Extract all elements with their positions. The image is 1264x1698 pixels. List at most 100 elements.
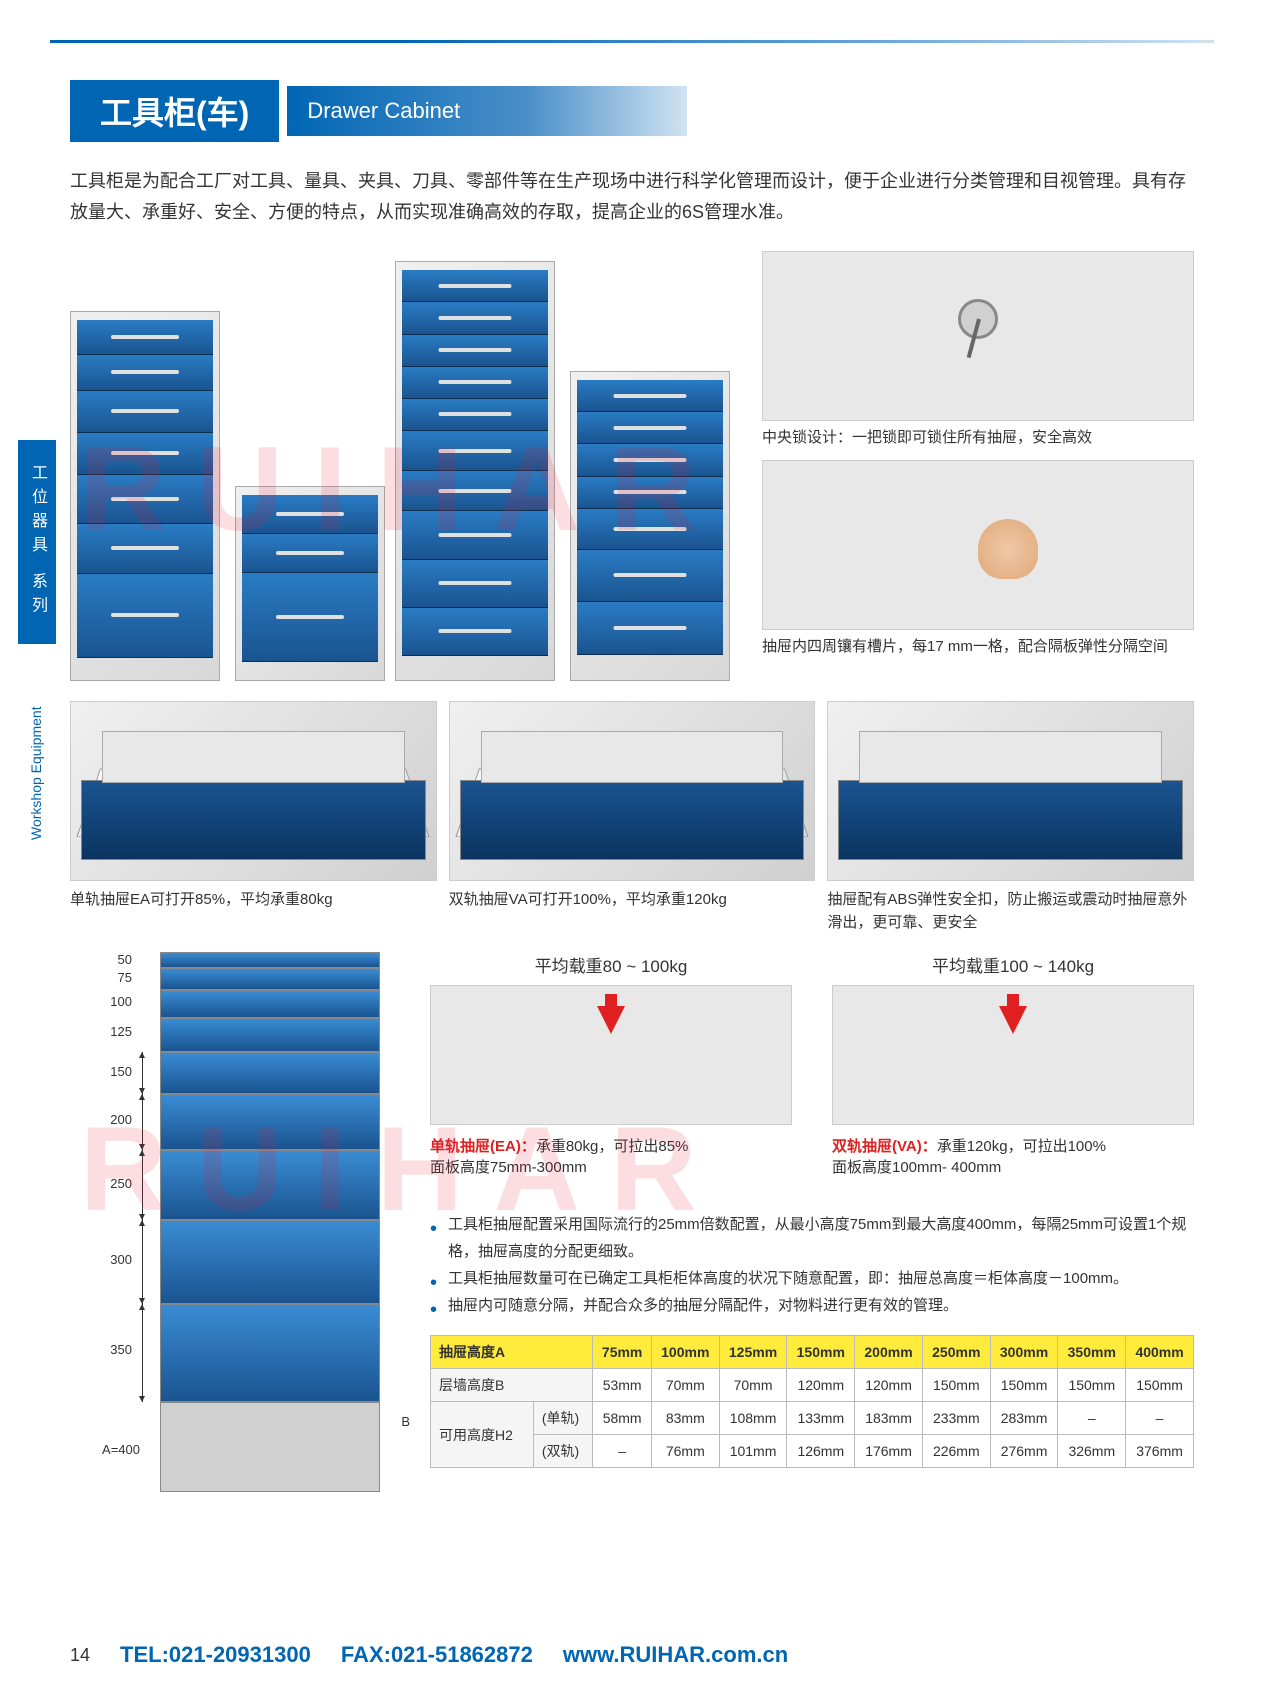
cell: 70mm (651, 1369, 719, 1402)
cell: 76mm (651, 1435, 719, 1468)
height-diagram: 50 75 100 125 150 200 250 300 350 A=400 … (70, 952, 410, 1512)
dim-150: 150 (82, 1064, 132, 1079)
tray-ea-image (430, 985, 792, 1125)
cell: 120mm (787, 1369, 855, 1402)
feature-bullets: 工具柜抽屉配置采用国际流行的25mm倍数配置，从最小高度75mm到最大高度400… (430, 1211, 1194, 1319)
footer-tel: TEL:021-20931300 (120, 1642, 311, 1668)
row-label: 可用高度H2 (431, 1402, 534, 1468)
bullet-item: 工具柜抽屉配置采用国际流行的25mm倍数配置，从最小高度75mm到最大高度400… (430, 1211, 1194, 1265)
single-rail-item: 单轨抽屉EA可打开85%，平均承重80kg (70, 701, 437, 934)
tray-va-label: 双轨抽屉(VA)： (832, 1138, 937, 1155)
tray-va-image (832, 985, 1194, 1125)
cell: 233mm (922, 1402, 990, 1435)
drawer-types-row: 单轨抽屉EA可打开85%，平均承重80kg 双轨抽屉VA可打开100%，平均承重… (70, 701, 1194, 934)
dim-125: 125 (82, 1024, 132, 1039)
cell: 58mm (593, 1402, 652, 1435)
down-arrow-icon (999, 1006, 1027, 1034)
dim-arrow (142, 1052, 143, 1094)
row-sublabel: (单轨) (533, 1402, 593, 1435)
lock-caption: 中央锁设计：一把锁即可锁住所有抽屉，安全高效 (762, 427, 1194, 450)
tray-va-spec: 双轨抽屉(VA)：承重120kg，可拉出100% 面板高度100mm- 400m… (832, 1135, 1194, 1177)
single-rail-image (70, 701, 437, 881)
cabinet-tall-1 (70, 311, 220, 681)
tray-ea-spec: 单轨抽屉(EA)：承重80kg，可拉出85% 面板高度75mm-300mm (430, 1135, 792, 1177)
single-rail-caption: 单轨抽屉EA可打开85%，平均承重80kg (70, 889, 437, 912)
cell: 200mm (855, 1336, 923, 1369)
side-category-tab: 工位器具 系列 Workshop Equipment (18, 440, 52, 644)
bullet-item: 抽屉内可随意分隔，并配合众多的抽屉分隔配件，对物料进行更有效的管理。 (430, 1292, 1194, 1319)
cell: 53mm (593, 1369, 652, 1402)
partition-feature: 抽屉内四周镶有槽片，每17 mm一格，配合隔板弹性分隔空间 (762, 460, 1194, 659)
tray-va-title: 平均载重100 ~ 140kg (832, 952, 1194, 977)
dim-arrow (142, 1150, 143, 1220)
header-title-cn: 工具柜(车) (70, 80, 279, 142)
cell: 300mm (990, 1336, 1058, 1369)
side-label-en: Workshop Equipment (28, 706, 44, 840)
dim-250: 250 (82, 1176, 132, 1191)
cell: 376mm (1126, 1435, 1194, 1468)
down-arrow-icon (597, 1006, 625, 1034)
tray-comparison: 平均载重80 ~ 100kg 单轨抽屉(EA)：承重80kg，可拉出85% 面板… (430, 952, 1194, 1177)
table-row: 层墙高度B 53mm 70mm 70mm 120mm 120mm 150mm 1… (431, 1369, 1194, 1402)
double-rail-image (449, 701, 816, 881)
product-showcase: 中央锁设计：一把锁即可锁住所有抽屉，安全高效 抽屉内四周镶有槽片，每17 mm一… (70, 251, 1194, 681)
cell: 108mm (719, 1402, 787, 1435)
page-footer: 14 TEL:021-20931300 FAX:021-51862872 www… (70, 1642, 1194, 1668)
dim-b: B (390, 1414, 410, 1429)
cell: 176mm (855, 1435, 923, 1468)
tray-va: 平均载重100 ~ 140kg 双轨抽屉(VA)：承重120kg，可拉出100%… (832, 952, 1194, 1177)
cell: 126mm (787, 1435, 855, 1468)
dim-100: 100 (82, 994, 132, 1009)
cell: 150mm (990, 1369, 1058, 1402)
cell: 400mm (1126, 1336, 1194, 1369)
spec-section: 50 75 100 125 150 200 250 300 350 A=400 … (70, 952, 1194, 1512)
double-rail-item: 双轨抽屉VA可打开100%，平均承重120kg (449, 701, 816, 934)
safety-clip-item: 抽屉配有ABS弹性安全扣，防止搬运或震动时抽屉意外滑出，更可靠、更安全 (827, 701, 1194, 934)
cell: 250mm (922, 1336, 990, 1369)
dim-200: 200 (82, 1112, 132, 1127)
cell: 101mm (719, 1435, 787, 1468)
row-label: 抽屉高度A (431, 1336, 593, 1369)
footer-web: www.RUIHAR.com.cn (563, 1642, 788, 1668)
cell: – (1126, 1402, 1194, 1435)
partition-image (762, 460, 1194, 630)
table-row: 抽屉高度A 75mm 100mm 125mm 150mm 200mm 250mm… (431, 1336, 1194, 1369)
dim-50: 50 (82, 952, 132, 967)
cell: 120mm (855, 1369, 923, 1402)
cabinet-display (70, 251, 750, 681)
cell: – (1058, 1402, 1126, 1435)
cell: 133mm (787, 1402, 855, 1435)
cell: 150mm (1058, 1369, 1126, 1402)
dim-arrow (142, 1220, 143, 1304)
dim-350: 350 (82, 1342, 132, 1357)
tray-ea-title: 平均载重80 ~ 100kg (430, 952, 792, 977)
cell: 150mm (787, 1336, 855, 1369)
row-label: 层墙高度B (431, 1369, 593, 1402)
lock-image (762, 251, 1194, 421)
dim-a400: A=400 (70, 1442, 140, 1457)
safety-clip-image (827, 701, 1194, 881)
double-rail-caption: 双轨抽屉VA可打开100%，平均承重120kg (449, 889, 816, 912)
tray-ea: 平均载重80 ~ 100kg 单轨抽屉(EA)：承重80kg，可拉出85% 面板… (430, 952, 792, 1177)
dim-300: 300 (82, 1252, 132, 1267)
cabinet-medium (570, 371, 730, 681)
tray-ea-label: 单轨抽屉(EA)： (430, 1138, 536, 1155)
cell: 83mm (651, 1402, 719, 1435)
footer-fax: FAX:021-51862872 (341, 1642, 533, 1668)
cell: 226mm (922, 1435, 990, 1468)
page-header: 工具柜(车) Drawer Cabinet (70, 80, 1194, 142)
side-label-cn: 工位器具 系列 (18, 440, 56, 644)
cell: 283mm (990, 1402, 1058, 1435)
partition-caption: 抽屉内四周镶有槽片，每17 mm一格，配合隔板弹性分隔空间 (762, 636, 1194, 659)
table-row: (双轨) – 76mm 101mm 126mm 176mm 226mm 276m… (431, 1435, 1194, 1468)
lock-feature: 中央锁设计：一把锁即可锁住所有抽屉，安全高效 (762, 251, 1194, 450)
page-number: 14 (70, 1645, 90, 1666)
cabinet-tallest (395, 261, 555, 681)
cell: 326mm (1058, 1435, 1126, 1468)
spec-right-column: 平均载重80 ~ 100kg 单轨抽屉(EA)：承重80kg，可拉出85% 面板… (430, 952, 1194, 1512)
cell: 150mm (1126, 1369, 1194, 1402)
safety-clip-caption: 抽屉配有ABS弹性安全扣，防止搬运或震动时抽屉意外滑出，更可靠、更安全 (827, 889, 1194, 934)
intro-text: 工具柜是为配合工厂对工具、量具、夹具、刀具、零部件等在生产现场中进行科学化管理而… (70, 166, 1194, 227)
cell: 125mm (719, 1336, 787, 1369)
diagram-cabinet (150, 952, 390, 1492)
